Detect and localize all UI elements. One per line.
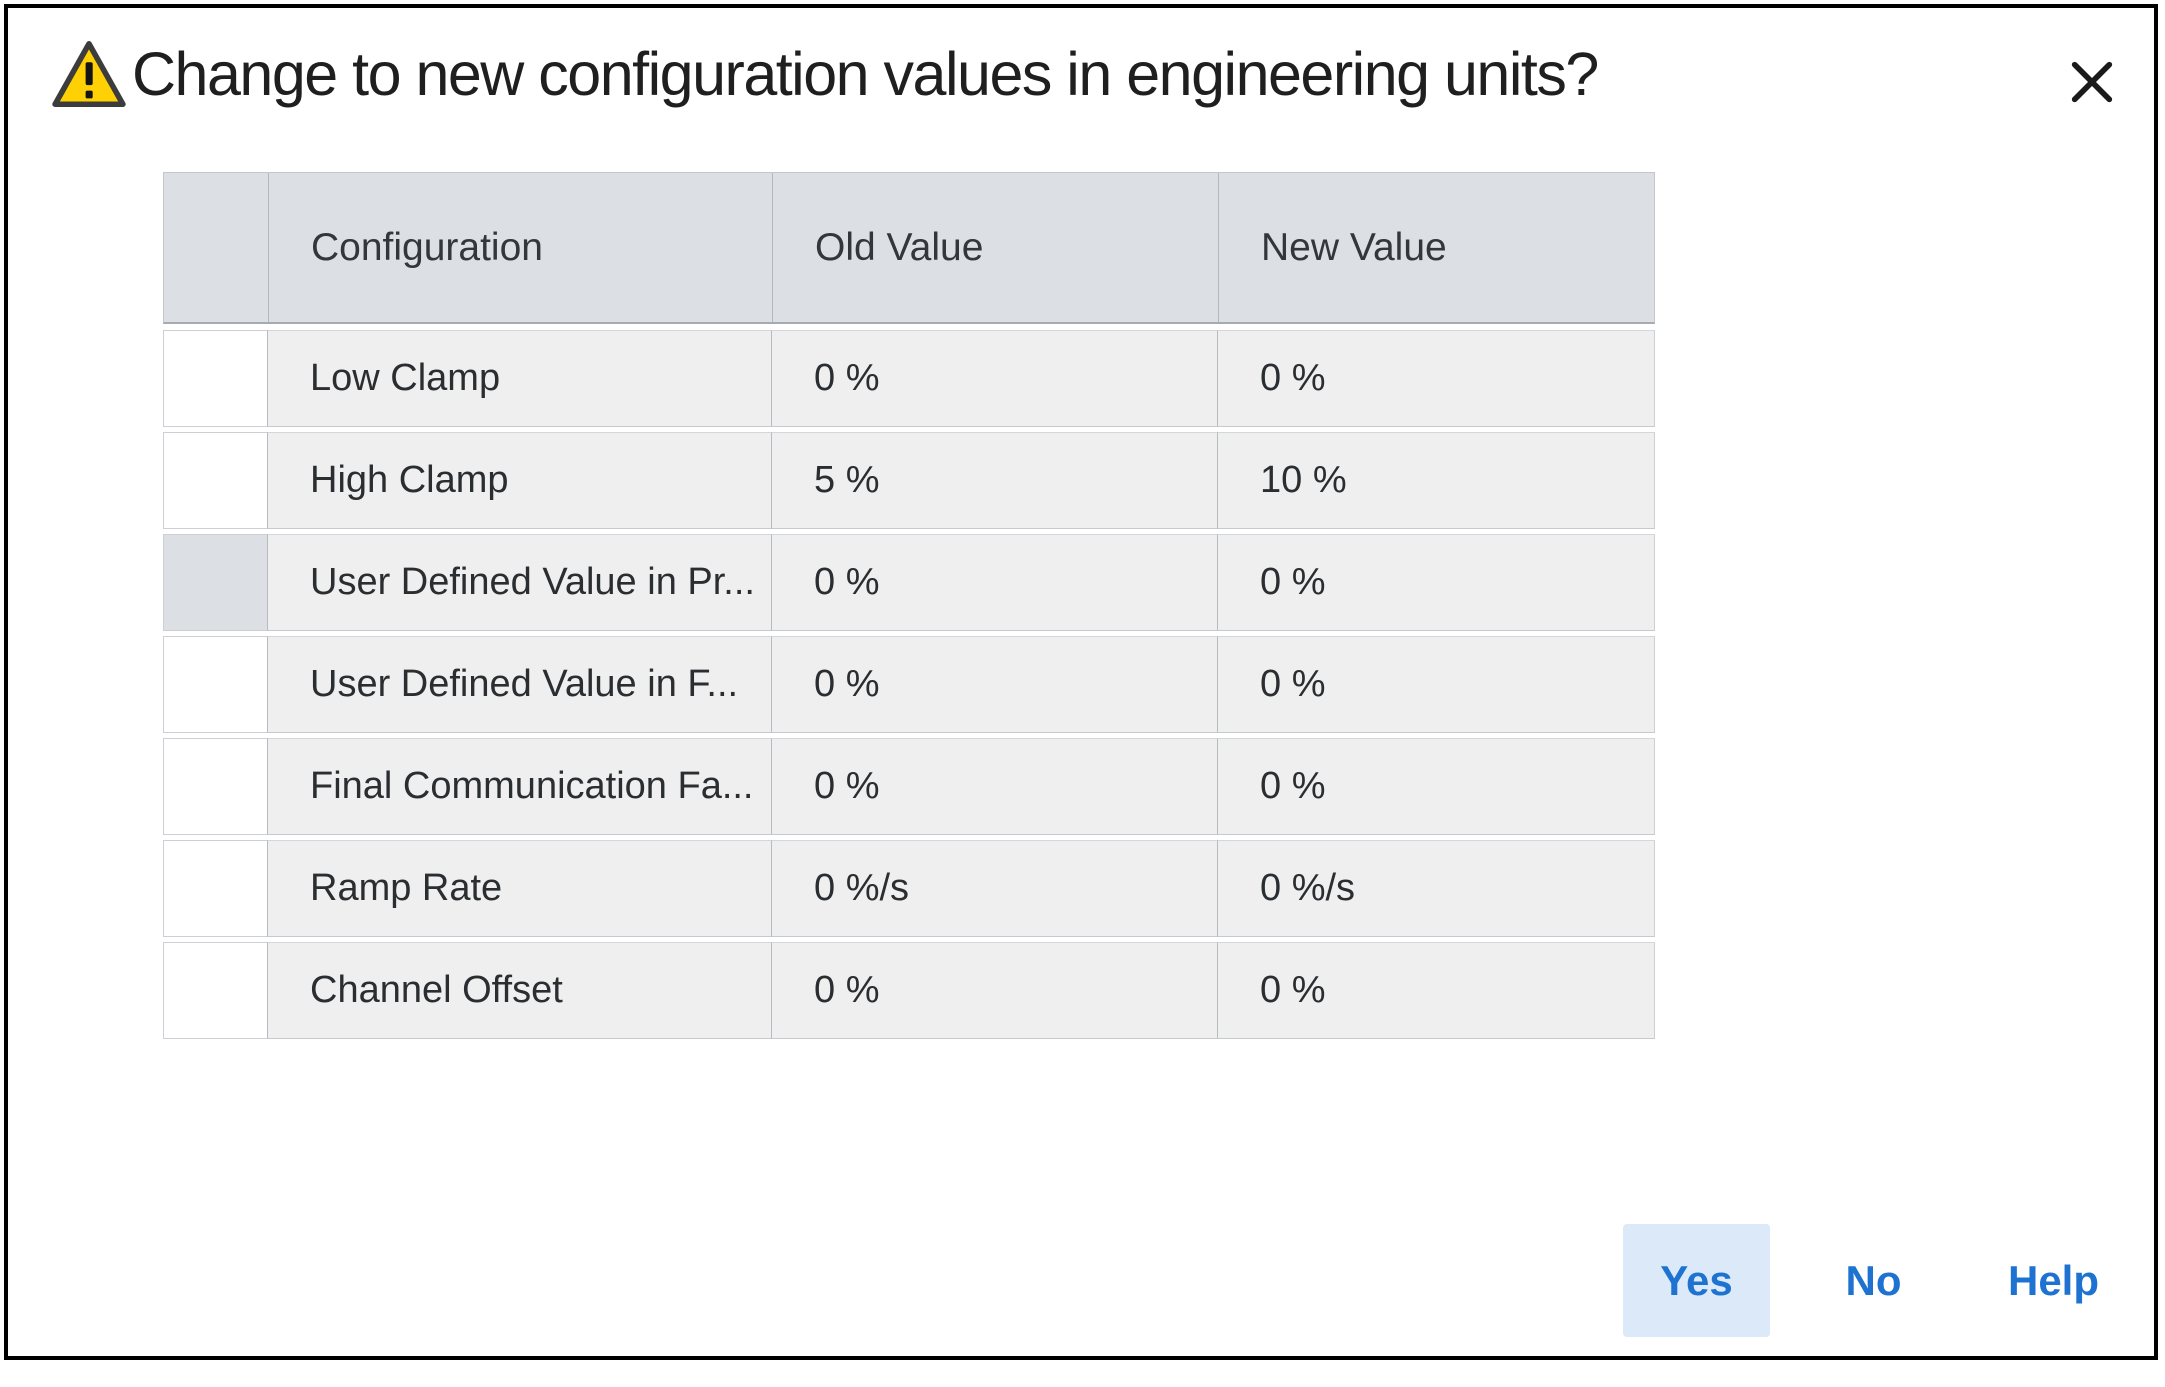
column-header-rowselector (164, 173, 269, 322)
old-value-cell: 0 % (772, 330, 1218, 427)
table-row[interactable]: High Clamp 5 % 10 % (163, 432, 1655, 529)
old-value-cell: 0 %/s (772, 840, 1218, 937)
old-value-cell: 0 % (772, 942, 1218, 1039)
old-value-cell: 0 % (772, 738, 1218, 835)
warning-triangle-icon (52, 41, 126, 107)
old-value-cell: 5 % (772, 432, 1218, 529)
new-value-cell: 0 % (1218, 330, 1655, 427)
table-row[interactable]: User Defined Value in F... 0 % 0 % (163, 636, 1655, 733)
configuration-cell: High Clamp (268, 432, 772, 529)
configuration-cell: User Defined Value in F... (268, 636, 772, 733)
close-button[interactable] (2060, 50, 2124, 114)
new-value-cell: 0 % (1218, 534, 1655, 631)
configuration-cell: Low Clamp (268, 330, 772, 427)
old-value-cell: 0 % (772, 534, 1218, 631)
table-row[interactable]: Low Clamp 0 % 0 % (163, 330, 1655, 427)
table-row[interactable]: Channel Offset 0 % 0 % (163, 942, 1655, 1039)
row-selector-cell[interactable] (163, 330, 268, 427)
column-header-configuration: Configuration (269, 173, 773, 322)
table-row[interactable]: Final Communication Fa... 0 % 0 % (163, 738, 1655, 835)
column-header-old-value: Old Value (773, 173, 1219, 322)
no-button[interactable]: No (1800, 1224, 1947, 1337)
configuration-cell: User Defined Value in Pr... (268, 534, 772, 631)
configuration-table: Configuration Old Value New Value Low Cl… (163, 172, 1655, 1039)
row-selector-cell[interactable] (163, 738, 268, 835)
close-icon (2071, 61, 2113, 103)
table-body: Low Clamp 0 % 0 % High Clamp 5 % 10 % Us… (163, 330, 1655, 1039)
table-row[interactable]: User Defined Value in Pr... 0 % 0 % (163, 534, 1655, 631)
configuration-cell: Final Communication Fa... (268, 738, 772, 835)
row-selector-cell[interactable] (163, 534, 268, 631)
row-selector-cell[interactable] (163, 636, 268, 733)
dialog-title: Change to new configuration values in en… (132, 40, 1599, 108)
dialog-header: Change to new configuration values in en… (52, 30, 2034, 118)
row-selector-cell[interactable] (163, 432, 268, 529)
table-header-row: Configuration Old Value New Value (163, 172, 1655, 324)
confirmation-dialog: Change to new configuration values in en… (4, 4, 2158, 1360)
new-value-cell: 0 % (1218, 738, 1655, 835)
new-value-cell: 0 % (1218, 942, 1655, 1039)
column-header-new-value: New Value (1261, 225, 1447, 269)
new-value-cell: 0 % (1218, 636, 1655, 733)
configuration-cell: Ramp Rate (268, 840, 772, 937)
new-value-cell: 0 %/s (1218, 840, 1655, 937)
help-button[interactable]: Help (1980, 1224, 2127, 1337)
row-selector-cell[interactable] (163, 942, 268, 1039)
table-row[interactable]: Ramp Rate 0 %/s 0 %/s (163, 840, 1655, 937)
yes-button[interactable]: Yes (1623, 1224, 1770, 1337)
new-value-cell: 10 % (1218, 432, 1655, 529)
configuration-cell: Channel Offset (268, 942, 772, 1039)
row-selector-cell[interactable] (163, 840, 268, 937)
old-value-cell: 0 % (772, 636, 1218, 733)
